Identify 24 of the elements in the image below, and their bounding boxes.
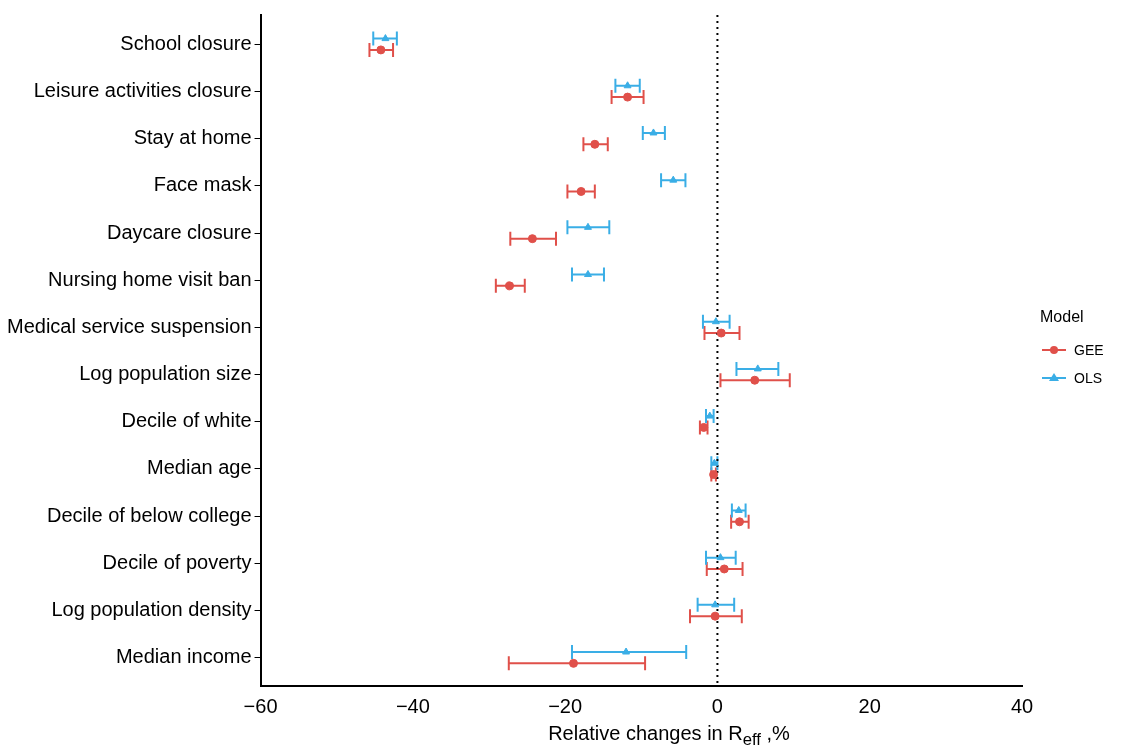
y-tick-label: Median age <box>147 456 252 479</box>
y-tick-label: Leisure activities closure <box>33 78 252 101</box>
y-tick-label: Medical service suspension <box>7 314 252 337</box>
legend-label: OLS <box>1074 370 1103 386</box>
y-tick-label: Decile of below college <box>47 503 252 526</box>
y-tick-label: Decile of poverty <box>102 550 252 573</box>
x-tick-label: 40 <box>1010 694 1034 717</box>
x-tick-label: −20 <box>548 694 583 717</box>
y-tick-label: Log population size <box>79 362 252 385</box>
legend-label: GEE <box>1074 342 1104 358</box>
y-tick-label: Stay at home <box>133 126 252 149</box>
y-tick-label: Log population density <box>51 598 252 621</box>
x-tick-label: −40 <box>395 694 430 717</box>
y-tick-label: School closure <box>120 31 252 54</box>
legend-title: Model <box>1040 308 1085 326</box>
y-tick-label: Daycare closure <box>107 220 252 243</box>
x-axis-title: Relative changes in R$_{eff}$ ,% <box>547 722 791 750</box>
x-tick-label: 20 <box>858 694 881 717</box>
y-tick-label: Face mask <box>153 173 253 196</box>
y-tick-label: Nursing home visit ban <box>48 267 252 290</box>
x-tick-label: 0 <box>711 694 723 717</box>
x-tick-label: −60 <box>243 694 278 717</box>
y-tick-label: Decile of white <box>121 409 252 432</box>
y-tick-label: Median income <box>115 645 252 668</box>
